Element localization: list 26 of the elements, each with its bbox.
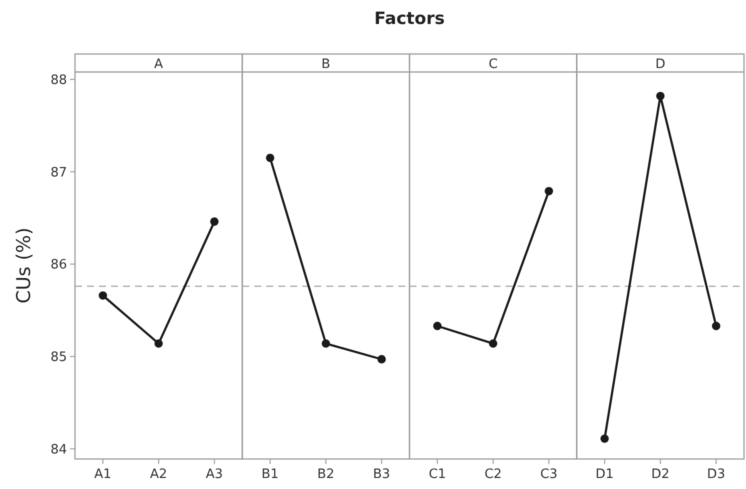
point [154,339,163,348]
x-tick-label: A2 [150,467,168,482]
x-tick-label: A1 [94,467,112,482]
y-axis-title: CUs (%) [13,228,35,304]
point [98,291,108,300]
chart-title: B [321,57,330,72]
x-tick-label: D2 [651,467,670,482]
y-tick-label: 86 [50,258,67,273]
x-tick-label: B1 [262,467,279,482]
y-tick-label: 88 [50,72,67,88]
x-tick-label: C3 [540,467,558,482]
x-tick-label: C2 [484,467,502,482]
x-tick-label: D3 [706,467,726,482]
chart-title: A [154,57,164,72]
y-tick-label: 87 [50,165,67,180]
point [210,217,219,226]
y-tick-label: 84 [50,442,67,458]
chart-title: D [655,57,666,72]
y-tick-label: 85 [50,350,67,366]
chart-title: C [488,57,498,72]
x-tick-label: A3 [206,467,223,482]
text: Factors [374,9,445,29]
x-tick-label: B2 [317,467,334,482]
x-tick-label: B3 [373,467,390,482]
x-tick-label: D1 [595,467,614,482]
x-tick-label: C1 [428,467,446,482]
